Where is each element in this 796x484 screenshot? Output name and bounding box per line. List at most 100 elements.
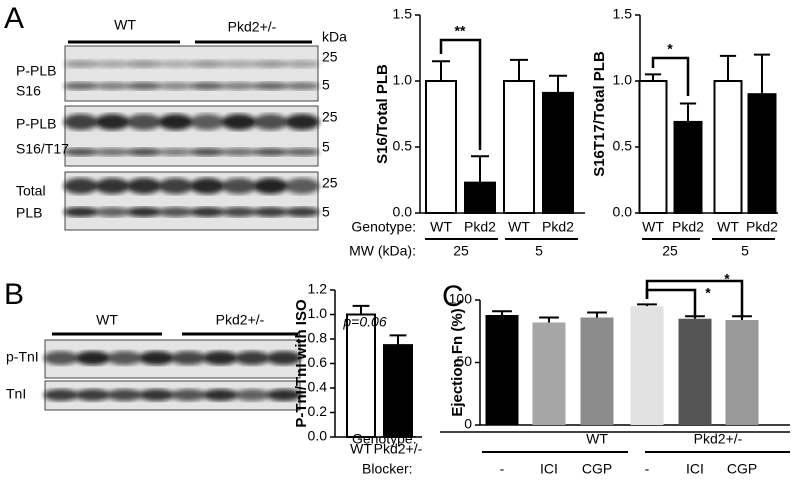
significance-bracket [439,38,482,150]
blot-row-label: TnI [6,386,26,402]
blot-band [63,178,99,194]
blot-b [43,339,302,411]
blot-band [139,351,175,365]
blot-band [284,148,320,156]
x-tick-label: CGP [582,461,612,477]
blot-band [284,82,320,90]
bar [542,91,574,214]
blot-band [95,114,130,130]
blot-band [234,351,270,365]
y-tick-label: 0.0 [613,204,633,220]
blot-row-label: p-TnI [6,349,39,365]
bar [638,80,668,214]
annotation: * [705,285,711,301]
blot-row-label: PLB [16,205,42,221]
blot-band [170,389,206,401]
y-axis-label: S16/Total PLB [374,64,391,164]
significance-bracket [651,56,690,96]
blot-band [63,114,99,130]
blot-band [95,60,130,68]
blot-row-label: P-PLB [16,116,56,132]
blot-band [63,82,99,90]
panel-label: B [4,278,24,311]
group-label: Pkd2+/- [694,431,743,447]
bar [713,80,743,214]
blot-group: Pkd2+/- [228,19,277,35]
blot-band [158,148,194,156]
blot-band [95,207,130,217]
y-axis-label: P-TnI/TnI with ISO [293,299,310,428]
bar [346,313,376,438]
x-tick-label: WT [350,441,372,457]
y-tick-label: 0.6 [308,354,328,370]
blot-band [43,389,79,401]
blot-band [284,114,320,130]
blot-band [221,114,257,130]
blot-row-label: P-PLB [16,63,56,79]
blot-band [95,178,130,194]
x-tick-label: Pkd2 [746,219,778,235]
blot-band [253,148,288,156]
x-tick-label: Pkd2 [672,219,704,235]
blot-band [221,207,257,217]
blot-band [158,178,194,194]
x-tick-label: Pkd2 [464,219,496,235]
y-tick-label: 0.2 [308,403,328,419]
blot-band [234,389,270,401]
annotation: * [724,271,730,287]
blot-band [158,207,194,217]
blot-band [189,82,225,90]
bar [532,322,566,425]
blot-band [189,114,225,130]
blot-band [266,351,302,365]
bar [630,306,664,425]
blot-band [75,351,111,365]
blot-a [63,45,320,231]
blot-row-label: Total [16,183,46,199]
blot-row-label: S16/T17 [16,141,69,157]
blot-unit: kDa [322,29,347,45]
annotation: * [667,41,673,57]
group-label: 5 [741,243,749,259]
row-label: Genotype: [352,431,417,447]
blot-band [253,82,288,90]
blot-band [63,148,99,156]
bar [678,318,712,425]
group-label: WT [586,431,608,447]
y-tick-label: 1.5 [613,6,633,22]
blot-band [189,60,225,68]
blot-strip [64,105,319,167]
blot-band [189,207,225,217]
blot-band [221,148,257,156]
x-tick-label: WT [430,219,452,235]
blot-band [126,207,162,217]
bar-chart: 0.0 0.5 1.0 1.5 S16T17/Total PLB WT Pkd2 WT Pkd2… [591,6,778,259]
y-tick-label: 1.0 [613,72,633,88]
y-tick-label: 0.4 [308,379,328,395]
group-label: 5 [535,243,543,259]
row-label: Genotype: [351,219,416,235]
x-tick-label: Pkd2+/- [374,441,423,457]
blot-group: Pkd2+/- [216,312,265,328]
bar [425,80,457,214]
bar-chart: 0.0 0.2 0.4 0.6 0.8 1.0 1.2 P-TnI/TnI with ISO W… [293,281,423,457]
blot-band [126,60,162,68]
blot-band [189,178,225,194]
blot-band [126,148,162,156]
bar [485,315,519,425]
blot-group: WT [114,17,136,33]
marker: 25 [322,175,338,191]
bar [747,93,777,214]
y-tick-label: 0.5 [393,138,413,154]
marker: 5 [322,77,330,93]
blot-band [284,207,320,217]
blot-band [158,60,194,68]
significance-bracket [645,279,744,318]
blot-strip [64,45,319,102]
blot-band [95,82,130,90]
annotation: p=0.06 [342,314,386,330]
blot-band [126,114,162,130]
y-tick-label: 0.0 [393,204,413,220]
marker: 25 [322,109,338,125]
x-tick-label: - [500,461,505,477]
